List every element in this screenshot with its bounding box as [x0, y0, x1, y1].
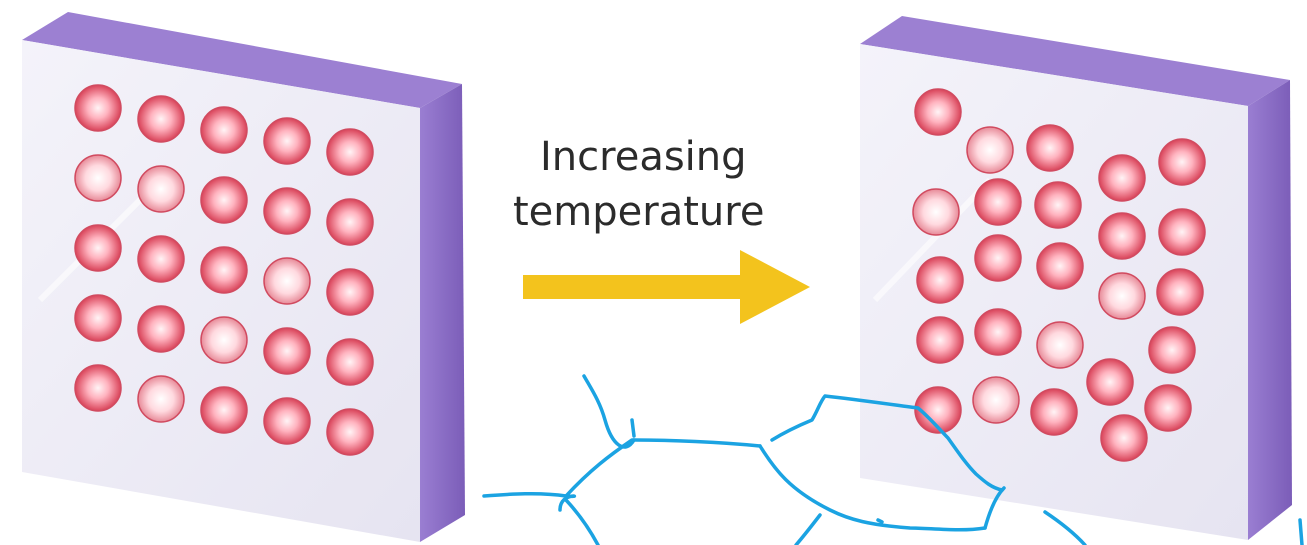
atom — [200, 316, 248, 364]
atom — [263, 327, 311, 375]
atom — [74, 294, 122, 342]
atom — [974, 234, 1022, 282]
atom — [1036, 242, 1084, 290]
atom-lattice-after — [912, 88, 1206, 462]
label-line-1: Increasing — [540, 134, 747, 180]
arrow-icon — [523, 250, 810, 324]
atom — [914, 88, 962, 136]
atom — [916, 256, 964, 304]
atom — [974, 308, 1022, 356]
atom — [1098, 272, 1146, 320]
atom — [1026, 124, 1074, 172]
slab-top-face — [22, 12, 462, 108]
atom — [1158, 138, 1206, 186]
atom — [1030, 388, 1078, 436]
atom — [1158, 208, 1206, 256]
temperature-label: Increasing temperature — [513, 134, 764, 235]
atom — [326, 268, 374, 316]
atom — [137, 95, 185, 143]
atom — [1144, 384, 1192, 432]
atom — [200, 246, 248, 294]
slab-side-face — [1248, 80, 1292, 540]
slab-highlight — [872, 177, 993, 303]
atom — [1100, 414, 1148, 462]
atom — [326, 408, 374, 456]
atom — [263, 257, 311, 305]
label-line-2: temperature — [513, 189, 764, 235]
atom — [200, 106, 248, 154]
slab-side-face — [420, 84, 465, 542]
atom — [263, 397, 311, 445]
crystal-slab-after — [860, 16, 1292, 540]
atom — [74, 84, 122, 132]
atom — [972, 376, 1020, 424]
atom — [137, 235, 185, 283]
atom — [74, 154, 122, 202]
crystal-slab-before — [22, 12, 465, 542]
atom — [137, 165, 185, 213]
atom — [1034, 181, 1082, 229]
atom — [263, 117, 311, 165]
atom — [263, 187, 311, 235]
atom — [326, 128, 374, 176]
atom — [200, 176, 248, 224]
atom — [326, 338, 374, 386]
atom — [200, 386, 248, 434]
atom — [1148, 326, 1196, 374]
atom — [914, 386, 962, 434]
atom — [74, 224, 122, 272]
atom — [1098, 154, 1146, 202]
atom — [1156, 268, 1204, 316]
atom — [912, 188, 960, 236]
atom — [74, 364, 122, 412]
atom — [1036, 321, 1084, 369]
atom-lattice-before — [74, 84, 374, 456]
atom — [966, 126, 1014, 174]
atom — [1086, 358, 1134, 406]
atom — [137, 375, 185, 423]
atom — [974, 178, 1022, 226]
atom — [1098, 212, 1146, 260]
atom — [326, 198, 374, 246]
slab-top-face — [860, 16, 1290, 106]
hand-drawn-annotation — [482, 374, 1304, 545]
atom — [916, 316, 964, 364]
atom — [137, 305, 185, 353]
